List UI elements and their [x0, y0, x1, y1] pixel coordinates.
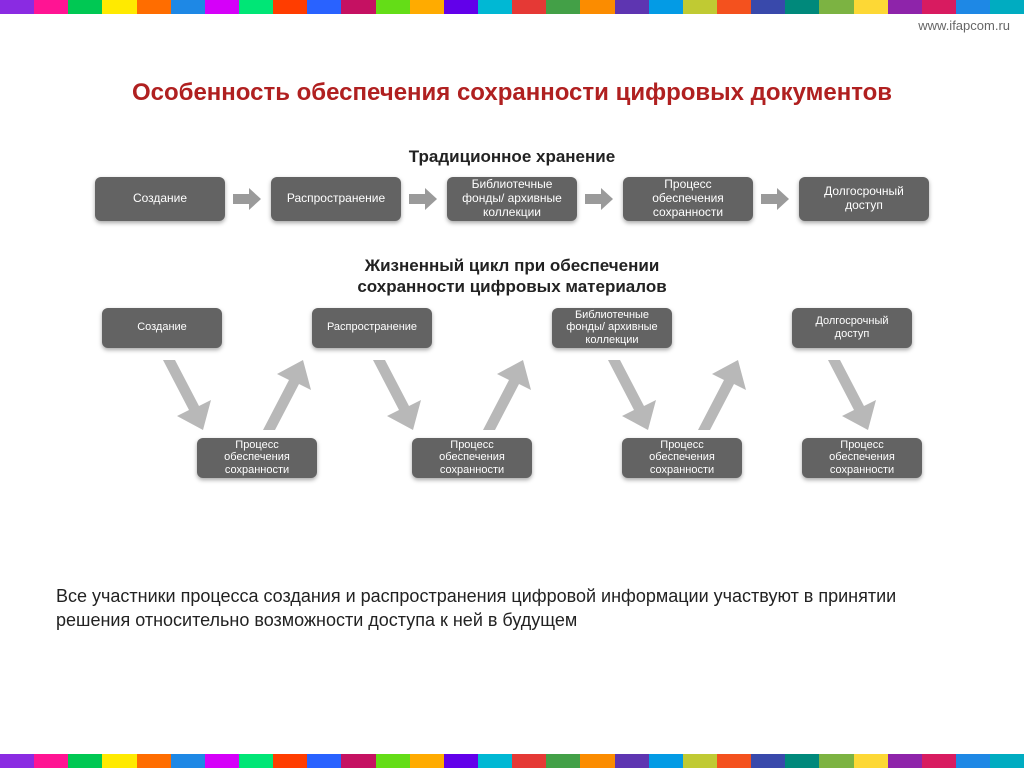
arrow-right-icon [761, 187, 791, 211]
body-paragraph: Все участники процесса создания и распро… [56, 584, 968, 633]
cycle-top-node: Библиотечные фонды/ архивные коллекции [552, 308, 672, 348]
arrow-right-icon [585, 187, 615, 211]
section2-label-line2: сохранности цифровых материалов [357, 277, 666, 296]
flow-node: Долгосрочный доступ [799, 177, 929, 221]
section1-label: Традиционное хранение [56, 147, 968, 167]
arrow-down-right-icon [602, 360, 662, 430]
cycle-bottom-node: Процесс обеспечения сохранности [622, 438, 742, 478]
lifecycle-diagram: Создание Распространение Библиотечные фонд… [102, 308, 922, 548]
arrow-down-right-icon [822, 360, 882, 430]
slide-body: Особенность обеспечения сохранности цифр… [0, 33, 1024, 632]
decorative-stripe-bottom [0, 754, 1024, 768]
cycle-top-node: Долгосрочный доступ [792, 308, 912, 348]
arrow-down-right-icon [367, 360, 427, 430]
arrow-up-right-icon [692, 360, 752, 430]
decorative-stripe-top [0, 0, 1024, 14]
arrow-right-icon [233, 187, 263, 211]
arrow-up-right-icon [257, 360, 317, 430]
cycle-bottom-node: Процесс обеспечения сохранности [412, 438, 532, 478]
slide-title: Особенность обеспечения сохранности цифр… [56, 79, 968, 107]
flow-node: Библиотечные фонды/ архивные коллекции [447, 177, 577, 221]
cycle-bottom-node: Процесс обеспечения сохранности [197, 438, 317, 478]
arrow-up-right-icon [477, 360, 537, 430]
traditional-flow-row: Создание Распространение Библиотечные фонд… [56, 177, 968, 221]
cycle-top-node: Создание [102, 308, 222, 348]
arrow-right-icon [409, 187, 439, 211]
cycle-top-node: Распространение [312, 308, 432, 348]
url-label: www.ifapcom.ru [0, 14, 1024, 33]
cycle-bottom-node: Процесс обеспечения сохранности [802, 438, 922, 478]
flow-node: Создание [95, 177, 225, 221]
section2-label-line1: Жизненный цикл при обеспечении [365, 256, 660, 275]
section2-label: Жизненный цикл при обеспечении сохраннос… [56, 255, 968, 298]
flow-node: Процесс обеспечения сохранности [623, 177, 753, 221]
flow-node: Распространение [271, 177, 401, 221]
arrow-down-right-icon [157, 360, 217, 430]
